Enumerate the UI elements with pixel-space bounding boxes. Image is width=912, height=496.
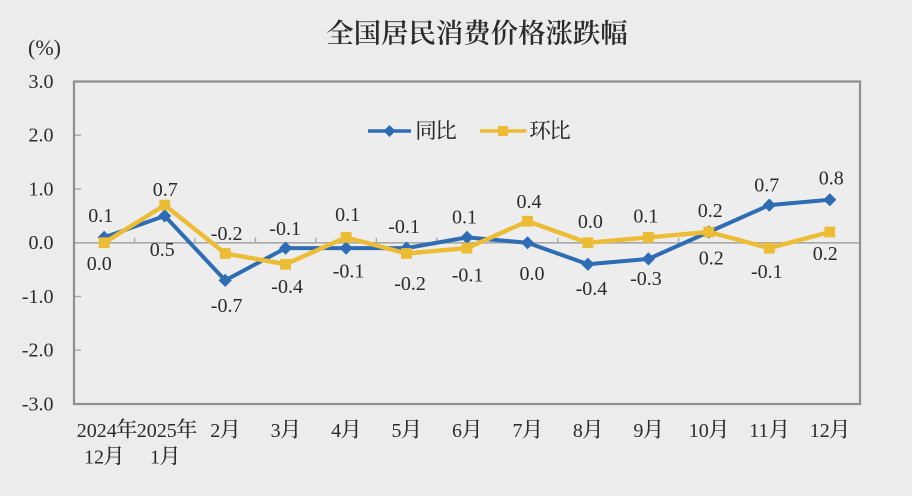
svg-text:0.5: 0.5	[150, 239, 175, 261]
svg-text:(%): (%)	[28, 35, 61, 60]
svg-text:0.4: 0.4	[517, 191, 542, 213]
svg-text:-0.2: -0.2	[394, 273, 426, 295]
svg-text:5: 5	[392, 420, 402, 442]
svg-text:2024: 2024	[77, 420, 117, 442]
svg-text:-0.1: -0.1	[388, 216, 420, 238]
svg-text:0.7: 0.7	[153, 179, 178, 201]
svg-text:-0.2: -0.2	[211, 223, 243, 245]
svg-text:0.1: 0.1	[633, 205, 658, 227]
svg-text:0.0: 0.0	[578, 211, 603, 233]
svg-text:-3.0: -3.0	[22, 393, 54, 415]
svg-text:1.0: 1.0	[29, 178, 54, 200]
svg-text:11: 11	[749, 420, 768, 442]
svg-text:0.2: 0.2	[699, 248, 724, 270]
svg-text:-0.1: -0.1	[452, 265, 484, 287]
svg-text:-1.0: -1.0	[22, 286, 54, 308]
svg-text:12: 12	[84, 446, 104, 468]
svg-text:9: 9	[633, 420, 643, 442]
svg-text:2: 2	[210, 420, 220, 442]
svg-text:0.8: 0.8	[819, 168, 844, 190]
svg-text:0.2: 0.2	[813, 243, 838, 265]
svg-text:-0.1: -0.1	[751, 261, 783, 283]
svg-text:0.2: 0.2	[698, 200, 723, 222]
svg-text:6: 6	[452, 420, 462, 442]
svg-text:-0.1: -0.1	[269, 218, 301, 240]
svg-text:0.1: 0.1	[88, 205, 113, 227]
svg-text:0.7: 0.7	[754, 175, 779, 197]
svg-text:-0.4: -0.4	[271, 276, 303, 298]
svg-text:1: 1	[150, 446, 160, 468]
svg-text:0.0: 0.0	[87, 253, 112, 275]
svg-text:3: 3	[271, 420, 281, 442]
svg-text:-0.7: -0.7	[211, 295, 243, 317]
svg-text:7: 7	[513, 420, 523, 442]
svg-text:0.0: 0.0	[520, 263, 545, 285]
svg-text:-0.4: -0.4	[576, 278, 608, 300]
svg-text:4: 4	[331, 420, 341, 442]
svg-text:10: 10	[689, 420, 709, 442]
svg-text:0.0: 0.0	[29, 232, 54, 254]
svg-text:2.0: 2.0	[29, 125, 54, 147]
svg-text:2025: 2025	[137, 420, 177, 442]
svg-text:-0.3: -0.3	[630, 268, 662, 290]
svg-text:0.1: 0.1	[335, 204, 360, 226]
svg-text:-2.0: -2.0	[22, 340, 54, 362]
svg-text:-0.1: -0.1	[333, 261, 365, 283]
svg-text:3.0: 3.0	[29, 71, 54, 93]
svg-text:0.1: 0.1	[452, 206, 477, 228]
svg-text:8: 8	[573, 420, 583, 442]
svg-text:12: 12	[810, 420, 830, 442]
